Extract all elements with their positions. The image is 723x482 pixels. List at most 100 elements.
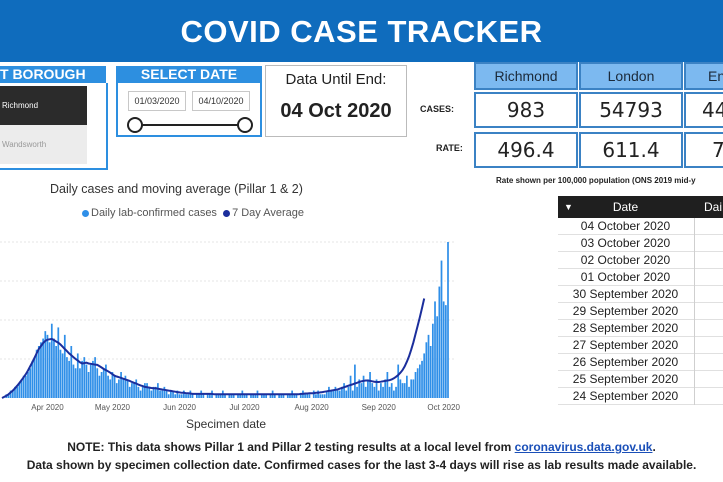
table-row[interactable]: 30 September 2020 (558, 286, 723, 303)
chart-bar[interactable] (429, 346, 432, 398)
chart-bar[interactable] (382, 386, 384, 398)
chart-bar[interactable] (159, 390, 161, 398)
chart-bar[interactable] (349, 375, 352, 398)
chart-bar[interactable] (139, 390, 142, 398)
chart-bar[interactable] (133, 383, 135, 398)
chart-bar[interactable] (135, 379, 138, 398)
chart-bar[interactable] (20, 379, 23, 398)
chart-bar[interactable] (286, 394, 289, 398)
chart-bar[interactable] (167, 394, 170, 398)
chart-bar[interactable] (137, 386, 140, 398)
chart-bar[interactable] (345, 390, 348, 398)
chart-bar[interactable] (87, 372, 90, 398)
chart-bar[interactable] (401, 383, 404, 398)
chart-bar[interactable] (243, 394, 246, 398)
chart-bar[interactable] (403, 383, 406, 398)
slider-start-handle[interactable] (127, 117, 143, 133)
chart-bar[interactable] (356, 386, 358, 398)
chart-bar[interactable] (440, 260, 443, 398)
chart-bar[interactable] (278, 394, 280, 398)
chart-bar[interactable] (380, 383, 382, 398)
chart-bar[interactable] (406, 375, 408, 398)
chart-bar[interactable] (412, 379, 415, 398)
chart-bar[interactable] (111, 372, 114, 398)
table-header-daily[interactable]: Dai (704, 200, 723, 214)
chart-bar[interactable] (126, 379, 129, 398)
chart-bar[interactable] (9, 390, 12, 398)
chart-bar[interactable] (74, 368, 77, 398)
table-row[interactable]: 25 September 2020 (558, 371, 723, 388)
chart-bar[interactable] (347, 386, 350, 398)
borough-item-richmond[interactable]: Richmond (0, 86, 87, 125)
table-row[interactable]: 27 September 2020 (558, 337, 723, 354)
chart-bar[interactable] (386, 372, 389, 398)
chart-bar[interactable] (228, 394, 231, 398)
chart-bar[interactable] (367, 379, 369, 398)
chart-bar[interactable] (37, 346, 40, 398)
chart-bar[interactable] (55, 346, 57, 398)
chart-bar[interactable] (263, 394, 265, 398)
chart-bar[interactable] (206, 394, 209, 398)
chart-bar[interactable] (94, 357, 96, 398)
chart-bar[interactable] (219, 394, 222, 398)
chart-bar[interactable] (172, 390, 174, 398)
chart-bar[interactable] (165, 390, 168, 398)
chart-bar[interactable] (319, 394, 322, 398)
chart-bar[interactable] (174, 394, 177, 398)
chart-bar[interactable] (176, 390, 179, 398)
chart-bar[interactable] (81, 360, 83, 398)
chart-bar[interactable] (306, 394, 309, 398)
chart-bar[interactable] (208, 394, 211, 398)
chart-bar[interactable] (299, 394, 302, 398)
chart-bar[interactable] (202, 394, 205, 398)
chart-bar[interactable] (325, 390, 328, 398)
chart-bar[interactable] (35, 349, 38, 398)
chart-bar[interactable] (191, 394, 194, 398)
chart-bar[interactable] (85, 364, 88, 398)
chart-bar[interactable] (195, 394, 198, 398)
chart-bar[interactable] (282, 394, 285, 398)
chart-bar[interactable] (124, 375, 127, 398)
chart-bar[interactable] (157, 383, 159, 398)
chart-bar[interactable] (102, 368, 105, 398)
chart-bar[interactable] (217, 394, 220, 398)
chart-bar[interactable] (434, 301, 436, 398)
end-date-input[interactable]: 04/10/2020 (192, 91, 250, 111)
chart-bar[interactable] (44, 331, 47, 398)
table-header-date[interactable]: Date (612, 200, 639, 214)
chart-bar[interactable] (328, 386, 330, 398)
chart-bar[interactable] (436, 316, 439, 398)
chart-bar[interactable] (414, 372, 417, 398)
chart-bar[interactable] (393, 390, 395, 398)
chart-bar[interactable] (399, 379, 402, 398)
chart-bar[interactable] (273, 394, 276, 398)
chart-bar[interactable] (384, 379, 387, 398)
chart-bar[interactable] (410, 379, 413, 398)
chart-bar[interactable] (29, 368, 32, 398)
chart-bar[interactable] (131, 383, 133, 398)
chart-bar[interactable] (425, 342, 428, 398)
chart-bar[interactable] (321, 394, 324, 398)
chart-bar[interactable] (295, 394, 298, 398)
chart-bar[interactable] (330, 390, 332, 398)
chart-bar[interactable] (107, 375, 109, 398)
chart-bar[interactable] (375, 379, 378, 398)
chart-bar[interactable] (92, 360, 94, 398)
chart-bar[interactable] (343, 383, 345, 398)
chart-bar[interactable] (148, 386, 151, 398)
date-range-slider[interactable] (119, 115, 259, 135)
chart-bar[interactable] (50, 323, 53, 398)
chart-bar[interactable] (76, 353, 79, 398)
table-row[interactable]: 24 September 2020 (558, 388, 723, 405)
chart-bar[interactable] (53, 338, 55, 398)
chart-bar[interactable] (40, 342, 42, 398)
chart-bar[interactable] (239, 394, 242, 398)
chart-bar[interactable] (323, 394, 326, 398)
chart-bar[interactable] (14, 386, 16, 398)
chart-bar[interactable] (22, 375, 25, 398)
chart-bar[interactable] (312, 390, 315, 398)
chart-bar[interactable] (48, 342, 51, 398)
chart-bar[interactable] (33, 357, 36, 398)
chart-bar[interactable] (42, 338, 44, 398)
table-row[interactable]: 04 October 2020 (558, 218, 723, 235)
